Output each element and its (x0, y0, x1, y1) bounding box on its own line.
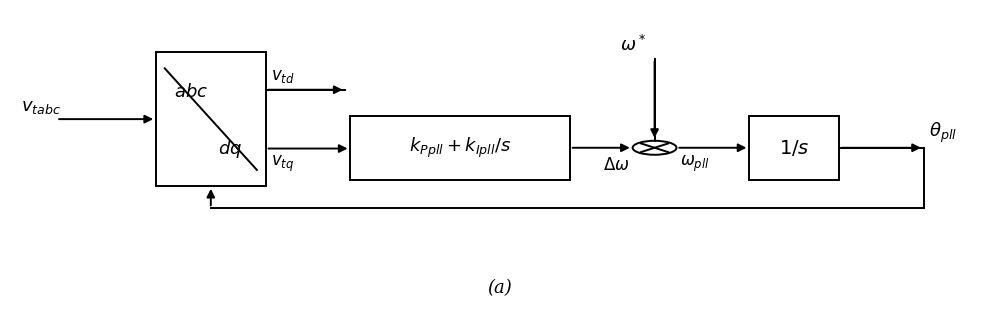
Text: $\omega^*$: $\omega^*$ (620, 35, 647, 56)
Bar (156, 52, 266, 186)
Circle shape (633, 141, 677, 155)
Text: $v_{td}$: $v_{td}$ (271, 68, 294, 85)
Text: $abc$: $abc$ (174, 83, 208, 101)
Text: (a): (a) (488, 279, 512, 297)
Text: $dq$: $dq$ (218, 137, 243, 160)
Bar (350, 116, 570, 179)
Text: $\Delta\omega$: $\Delta\omega$ (603, 157, 630, 174)
Text: $k_{Ppll}+k_{Ipll}/s$: $k_{Ppll}+k_{Ipll}/s$ (409, 136, 511, 160)
Text: $v_{tabc}$: $v_{tabc}$ (21, 98, 61, 116)
Text: $1/s$: $1/s$ (779, 138, 810, 158)
Bar (749, 116, 839, 179)
Text: $v_{tq}$: $v_{tq}$ (271, 153, 294, 174)
Text: $\theta_{pll}$: $\theta_{pll}$ (929, 120, 957, 144)
Text: $\omega_{pll}$: $\omega_{pll}$ (680, 154, 710, 174)
